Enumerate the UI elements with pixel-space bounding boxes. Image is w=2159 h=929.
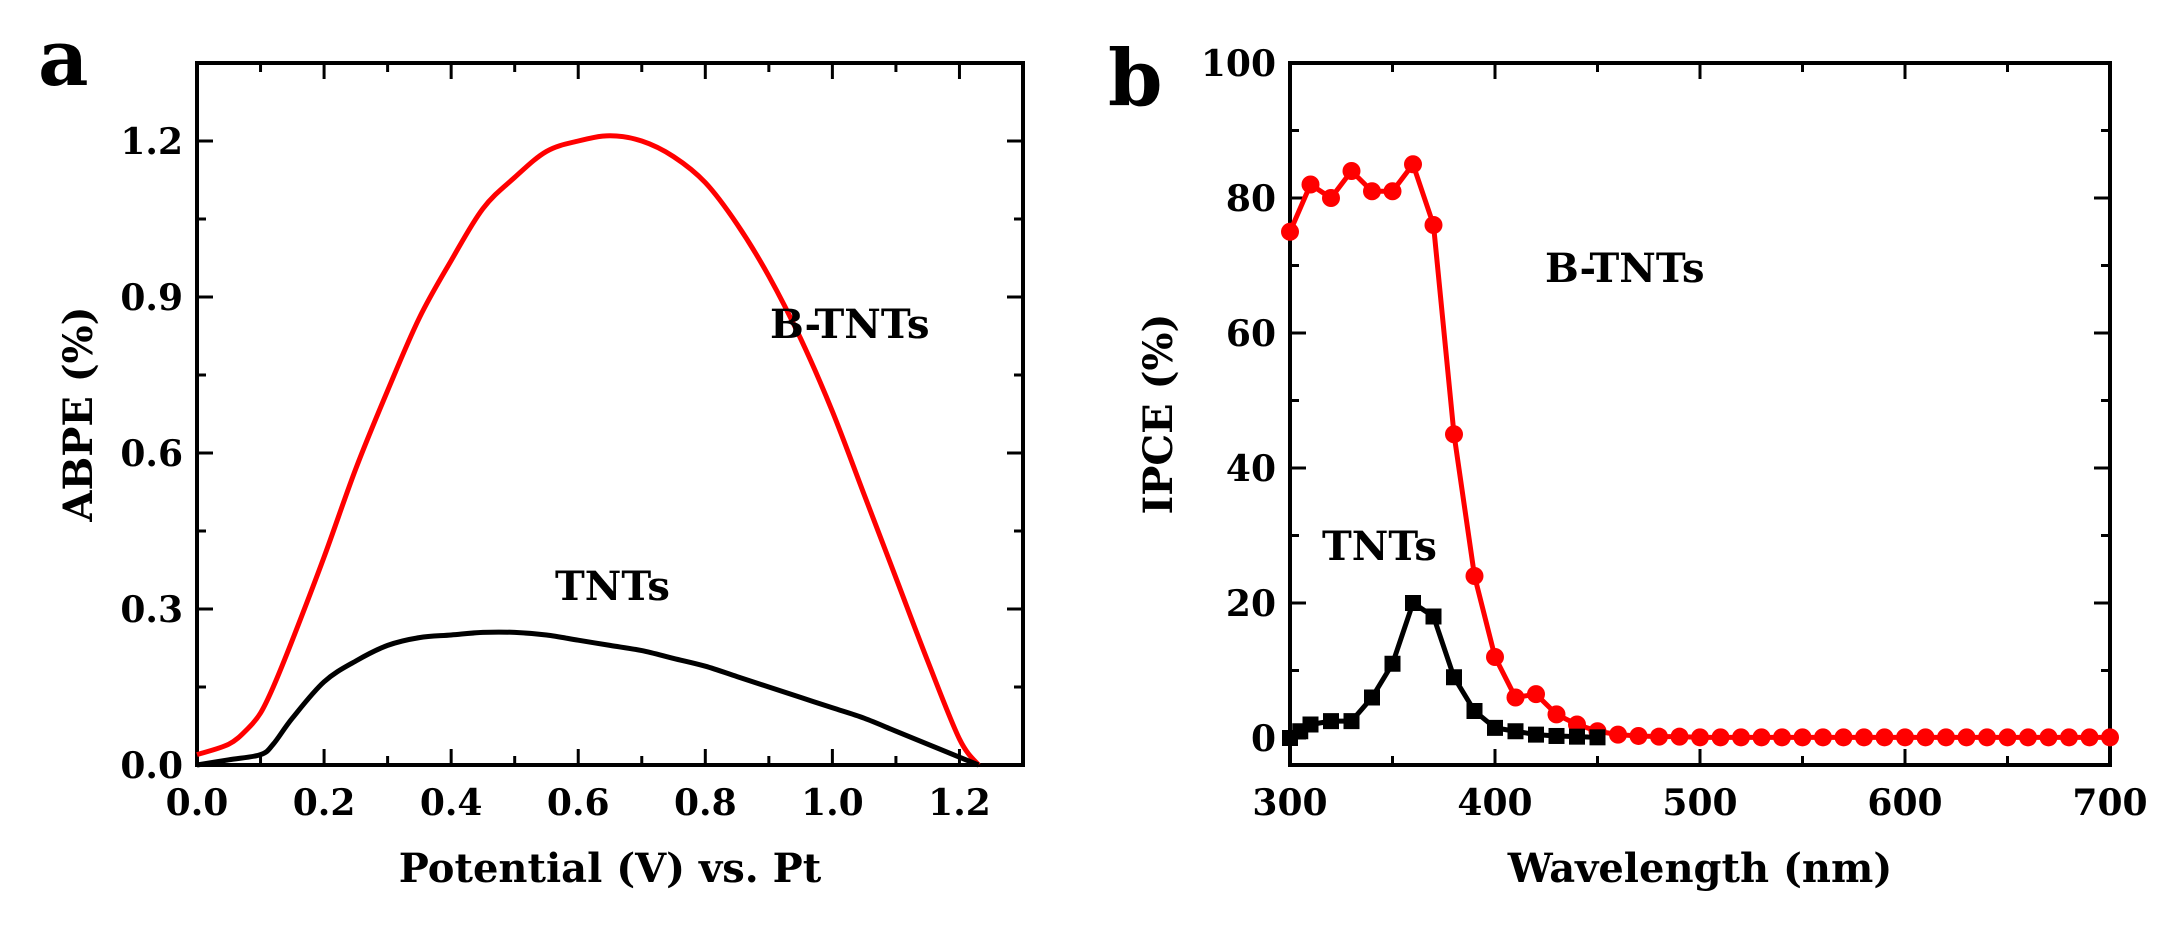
panel-b-x-axis-title: Wavelength (nm) bbox=[1507, 845, 1893, 892]
panel-b-b-tnts-point bbox=[1711, 728, 1730, 747]
panel-b-x-tick-label: 300 bbox=[1252, 782, 1327, 824]
panel-b-b-tnts-point bbox=[2080, 728, 2099, 747]
panel-b-b-tnts-point bbox=[1609, 725, 1627, 744]
panel-a-y-axis-title: ABPE (%) bbox=[55, 306, 102, 522]
panel-b-b-tnts-point bbox=[1773, 728, 1791, 747]
panel-b-b-tnts-point bbox=[1547, 705, 1566, 724]
panel-b-x-tick-label: 400 bbox=[1457, 782, 1532, 824]
panel-b-b-tnts-point bbox=[1732, 728, 1750, 747]
panel-a-x-tick-label: 0.2 bbox=[293, 782, 356, 824]
panel-b-b-tnts-point bbox=[1527, 685, 1545, 704]
panel-b-b-tnts-point bbox=[1445, 425, 1463, 444]
panel-b-letter: b bbox=[1108, 33, 1163, 124]
panel-b-b-tnts-point bbox=[1670, 727, 1689, 746]
panel-b-tnts-point bbox=[1364, 689, 1380, 706]
panel-b-tnts-point bbox=[1507, 723, 1524, 740]
panel-b-b-tnts-point bbox=[1301, 175, 1320, 194]
panel-b-series-label-tnts: TNTs bbox=[1322, 523, 1437, 570]
panel-b-b-tnts-point bbox=[2019, 728, 2037, 747]
panel-b-tnts-point bbox=[1528, 726, 1544, 743]
panel-a-y-tick-label: 0.0 bbox=[120, 745, 183, 787]
panel-b-b-tnts-point bbox=[1937, 728, 1955, 747]
panel-a-letter: a bbox=[38, 13, 89, 104]
panel-b-b-tnts-point bbox=[1875, 728, 1894, 747]
panel-b-x-tick-label: 600 bbox=[1867, 782, 1942, 824]
panel-b-x-tick-label: 500 bbox=[1662, 782, 1737, 824]
panel-b-tnts-point bbox=[1548, 727, 1565, 744]
panel-b-x-tick-label: 700 bbox=[2072, 782, 2147, 824]
panel-b-y-tick-label: 40 bbox=[1226, 448, 1276, 490]
panel-b-b-tnts-point bbox=[1424, 216, 1443, 234]
panel-b-b-tnts-point bbox=[1322, 189, 1340, 207]
panel-a-y-tick-label: 0.3 bbox=[120, 589, 183, 631]
panel-a-x-tick-label: 1.0 bbox=[801, 782, 864, 824]
panel-a-series-label-b-tnts: B-TNTs bbox=[770, 301, 929, 348]
panel-b-tnts-point bbox=[1323, 713, 1339, 730]
panel-b-b-tnts-point bbox=[1486, 648, 1504, 666]
panel-b-b-tnts-point bbox=[1834, 728, 1853, 747]
panel-b-b-tnts-point bbox=[1793, 728, 1812, 747]
panel-b-b-tnts-point bbox=[1281, 222, 1299, 241]
panel-b-tnts-point bbox=[1384, 655, 1401, 672]
panel-b-y-tick-label: 0 bbox=[1251, 718, 1276, 760]
panel-b-y-tick-label: 100 bbox=[1201, 43, 1276, 85]
panel-b-b-tnts-point bbox=[1506, 688, 1525, 707]
panel-a-y-tick-label: 0.6 bbox=[120, 433, 183, 475]
panel-a-b-tnts-line bbox=[196, 133, 981, 767]
panel-b-tnts-point bbox=[1466, 703, 1483, 719]
panel-a-x-axis-title: Potential (V) vs. Pt bbox=[399, 845, 822, 892]
panel-b-chart: 300 400 500 600 700 0 20 40 60 80 100 Wavelength (n… bbox=[1135, 43, 2148, 892]
panel-b-b-tnts-point bbox=[1998, 728, 2017, 747]
panel-b-b-tnts-point bbox=[1916, 728, 1935, 747]
panel-b-y-tick-label: 20 bbox=[1226, 583, 1276, 625]
panel-b-b-tnts-point bbox=[1363, 182, 1381, 201]
panel-b-tnts-point bbox=[1446, 669, 1462, 686]
panel-b-b-tnts-point bbox=[2101, 728, 2119, 747]
panel-b-b-tnts-point bbox=[1691, 728, 1709, 747]
panel-b-b-tnts-point bbox=[1650, 727, 1668, 746]
panel-a-x-tick-label: 0.6 bbox=[547, 782, 610, 824]
panel-b-tnts-point bbox=[1425, 608, 1442, 625]
panel-a-x-tick-label: 0.4 bbox=[420, 782, 483, 824]
panel-b-y-tick-label: 60 bbox=[1226, 313, 1276, 355]
panel-a-x-tick-label: 0.8 bbox=[674, 782, 737, 824]
panel-b-b-tnts-point bbox=[1342, 162, 1361, 180]
panel-a-plot-frame bbox=[195, 61, 1025, 767]
panel-a-chart: 0.0 0.2 0.4 0.6 0.8 1.0 1.2 0.0 0.3 0.6 0.9 1.2 Pote… bbox=[55, 61, 1025, 892]
panel-b-b-tnts-point bbox=[2060, 728, 2078, 747]
panel-a-x-tick-label: 1.2 bbox=[928, 782, 991, 824]
panel-b-b-tnts-point bbox=[1896, 728, 1914, 747]
panel-a-y-tick-label: 0.9 bbox=[120, 277, 183, 319]
panel-b-b-tnts-point bbox=[1404, 155, 1422, 174]
panel-a-tnts-line bbox=[196, 629, 980, 768]
panel-b-tnts-point bbox=[1302, 716, 1319, 733]
panel-a-y-tick-label: 1.2 bbox=[120, 121, 183, 163]
panel-b-b-tnts-point bbox=[1383, 182, 1402, 201]
panel-b-y-tick-label: 80 bbox=[1226, 178, 1276, 220]
panel-b-b-tnts-point bbox=[1629, 726, 1648, 745]
panel-b-b-tnts-point bbox=[1957, 728, 1976, 747]
panel-b-tnts-point bbox=[1487, 719, 1503, 736]
panel-a-x-tick-label: 0.0 bbox=[166, 782, 229, 824]
panel-b-b-tnts-point bbox=[1465, 567, 1484, 585]
panel-b-b-tnts-point bbox=[1855, 728, 1873, 747]
panel-a-series-label-tnts: TNTs bbox=[555, 563, 670, 610]
panel-b-tnts-point bbox=[1589, 729, 1606, 746]
panel-b-tnts-point bbox=[1405, 595, 1421, 611]
panel-b-series-label-b-tnts: B-TNTs bbox=[1545, 245, 1704, 292]
panel-b-b-tnts-point bbox=[1814, 728, 1832, 747]
panel-b-b-tnts-point bbox=[1978, 728, 1996, 747]
panel-b-tnts-point bbox=[1343, 713, 1360, 730]
panel-b-y-axis-title: IPCE (%) bbox=[1135, 314, 1182, 515]
panel-b-b-tnts-point bbox=[2039, 728, 2058, 747]
panel-b-tnts-point bbox=[1569, 728, 1585, 745]
panel-b-b-tnts-point bbox=[1752, 728, 1771, 747]
